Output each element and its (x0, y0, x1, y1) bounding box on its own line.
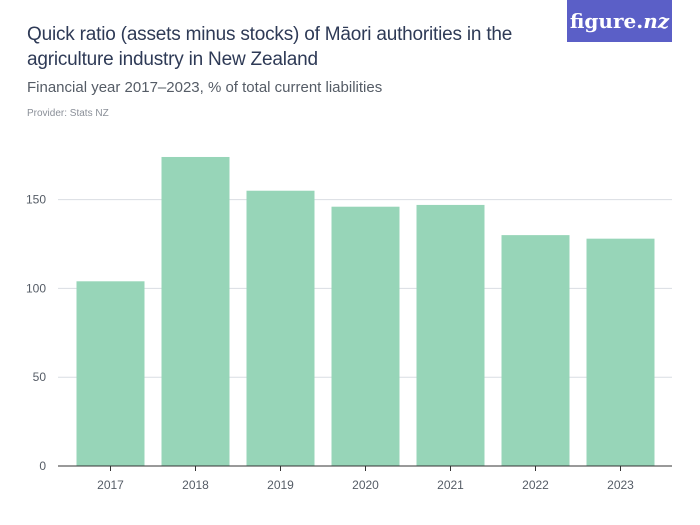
bar-2017 (76, 281, 145, 466)
y-tick-label: 150 (26, 193, 46, 207)
provider-label: Provider: Stats NZ (27, 108, 109, 119)
bar-2018 (161, 156, 230, 466)
x-tick-label: 2017 (97, 478, 124, 492)
y-tick-label: 100 (26, 281, 46, 295)
bars (76, 156, 655, 467)
chart-subtitle: Financial year 2017–2023, % of total cur… (27, 79, 383, 96)
figure-nz-logo[interactable]: figure. nz (567, 0, 672, 42)
bar-2019 (246, 190, 315, 466)
bar-2021 (416, 204, 485, 467)
x-tick-label: 2021 (437, 478, 464, 492)
x-tick-label: 2019 (267, 478, 294, 492)
logo-text-nz: nz (643, 9, 670, 33)
x-axis-ticks: 2017 2018 2019 2020 2021 2022 2023 (97, 466, 634, 492)
y-axis-ticks: 0 50 100 150 (26, 193, 46, 473)
bar-2020 (331, 206, 400, 467)
bar-2022 (501, 235, 570, 466)
y-tick-label: 0 (39, 459, 46, 473)
x-tick-label: 2020 (352, 478, 379, 492)
y-tick-label: 50 (33, 370, 47, 384)
x-tick-label: 2018 (182, 478, 209, 492)
chart-title: Quick ratio (assets minus stocks) of Māo… (27, 24, 513, 70)
bar-2023 (586, 238, 655, 466)
x-tick-label: 2023 (607, 478, 634, 492)
x-tick-label: 2022 (522, 478, 549, 492)
logo-text-main: figure. (569, 9, 644, 33)
